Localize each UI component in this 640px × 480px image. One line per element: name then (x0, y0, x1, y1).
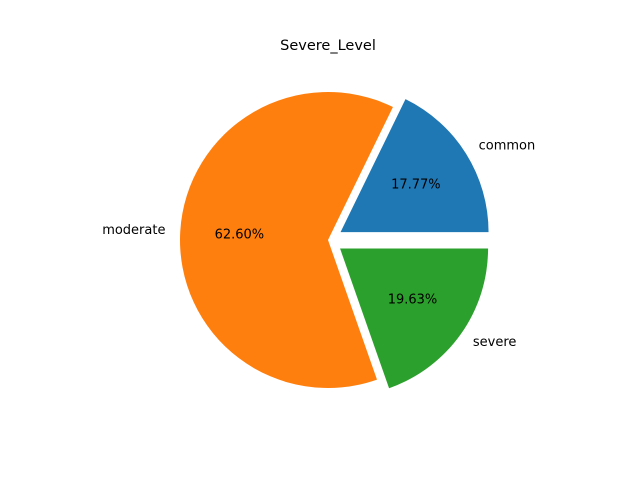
slice-label-severe: severe (473, 335, 517, 350)
chart-title: Severe_Level (280, 38, 376, 54)
pie-slice-common (340, 99, 489, 233)
pie-slices (180, 92, 489, 389)
slice-label-moderate: moderate (102, 223, 165, 238)
pct-label-common: 17.77% (391, 178, 441, 193)
pct-label-moderate: 62.60% (215, 227, 265, 242)
slice-label-common: common (479, 138, 536, 153)
pct-label-severe: 19.63% (388, 292, 438, 307)
pie-labels: 17.77% common 62.60% moderate 19.63% severe (102, 138, 535, 350)
pie-slice-moderate (180, 92, 393, 389)
pie-slice-severe (340, 248, 489, 389)
